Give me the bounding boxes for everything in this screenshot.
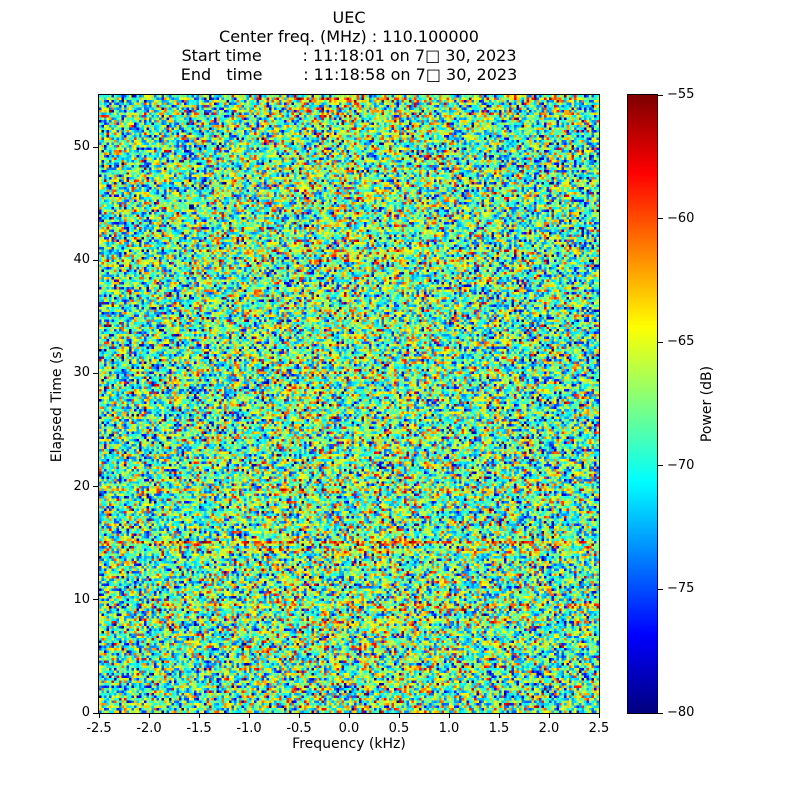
title-block: UEC Center freq. (MHz) : 110.100000 Star… xyxy=(99,8,599,84)
x-tick-label: 1.0 xyxy=(438,721,460,736)
colorbar-tick-label: −70 xyxy=(667,457,695,473)
colorbar-tick-mark xyxy=(658,94,663,96)
x-tick-mark xyxy=(348,713,350,718)
x-tick-label: 0.5 xyxy=(388,721,410,736)
colorbar-tick-mark xyxy=(658,341,663,343)
x-tick-mark xyxy=(248,713,250,718)
y-tick-mark xyxy=(93,146,98,148)
end-time-line: End time : 11:18:58 on 7□ 30, 2023 xyxy=(180,65,518,84)
x-tick-mark xyxy=(448,713,450,718)
y-axis-label: Elapsed Time (s) xyxy=(49,345,65,463)
chart-title: UEC xyxy=(332,8,366,27)
x-axis-label: Frequency (kHz) xyxy=(292,736,406,752)
colorbar-tick-mark xyxy=(658,218,663,220)
x-tick-label: 2.0 xyxy=(538,721,560,736)
x-tick-label: 0.0 xyxy=(338,721,360,736)
x-tick-mark xyxy=(298,713,300,718)
y-tick-label: 10 xyxy=(73,591,90,607)
y-tick-mark xyxy=(93,712,98,714)
x-tick-label: -2.0 xyxy=(136,721,162,736)
y-tick-label: 40 xyxy=(73,252,90,268)
y-tick-mark xyxy=(93,259,98,261)
colorbar-tick-label: −75 xyxy=(667,581,695,597)
x-tick-mark xyxy=(498,713,500,718)
y-tick-mark xyxy=(93,372,98,374)
x-tick-mark xyxy=(548,713,550,718)
x-tick-label: -2.5 xyxy=(86,721,112,736)
x-tick-label: 2.5 xyxy=(588,721,610,736)
colorbar-tick-label: −60 xyxy=(667,210,695,226)
x-tick-mark xyxy=(148,713,150,718)
colorbar-tick-mark xyxy=(658,465,663,467)
spectrogram-plot xyxy=(98,94,600,714)
x-tick-label: -1.5 xyxy=(186,721,212,736)
x-tick-mark xyxy=(598,713,600,718)
colorbar-canvas xyxy=(628,95,657,713)
colorbar-tick-label: −80 xyxy=(667,705,695,720)
colorbar-label: Power (dB) xyxy=(699,365,715,443)
x-tick-mark xyxy=(398,713,400,718)
colorbar-tick-mark xyxy=(658,588,663,590)
y-tick-label: 50 xyxy=(73,139,90,155)
colorbar-tick-mark xyxy=(658,712,663,714)
colorbar-tick-label: −55 xyxy=(667,87,695,102)
y-tick-mark xyxy=(93,486,98,488)
y-tick-label: 20 xyxy=(73,478,90,494)
colorbar-tick-label: −65 xyxy=(667,334,695,350)
colorbar xyxy=(627,94,658,714)
x-tick-label: -0.5 xyxy=(286,721,312,736)
center-freq-line: Center freq. (MHz) : 110.100000 xyxy=(219,27,479,46)
y-tick-mark xyxy=(93,599,98,601)
y-tick-label: 30 xyxy=(73,365,90,381)
spectrogram-canvas xyxy=(99,95,599,713)
start-time-line: Start time : 11:18:01 on 7□ 30, 2023 xyxy=(181,46,517,65)
x-tick-label: 1.5 xyxy=(488,721,510,736)
x-tick-mark xyxy=(198,713,200,718)
x-tick-label: -1.0 xyxy=(236,721,262,736)
x-tick-mark xyxy=(98,713,100,718)
y-tick-label: 0 xyxy=(81,705,90,720)
